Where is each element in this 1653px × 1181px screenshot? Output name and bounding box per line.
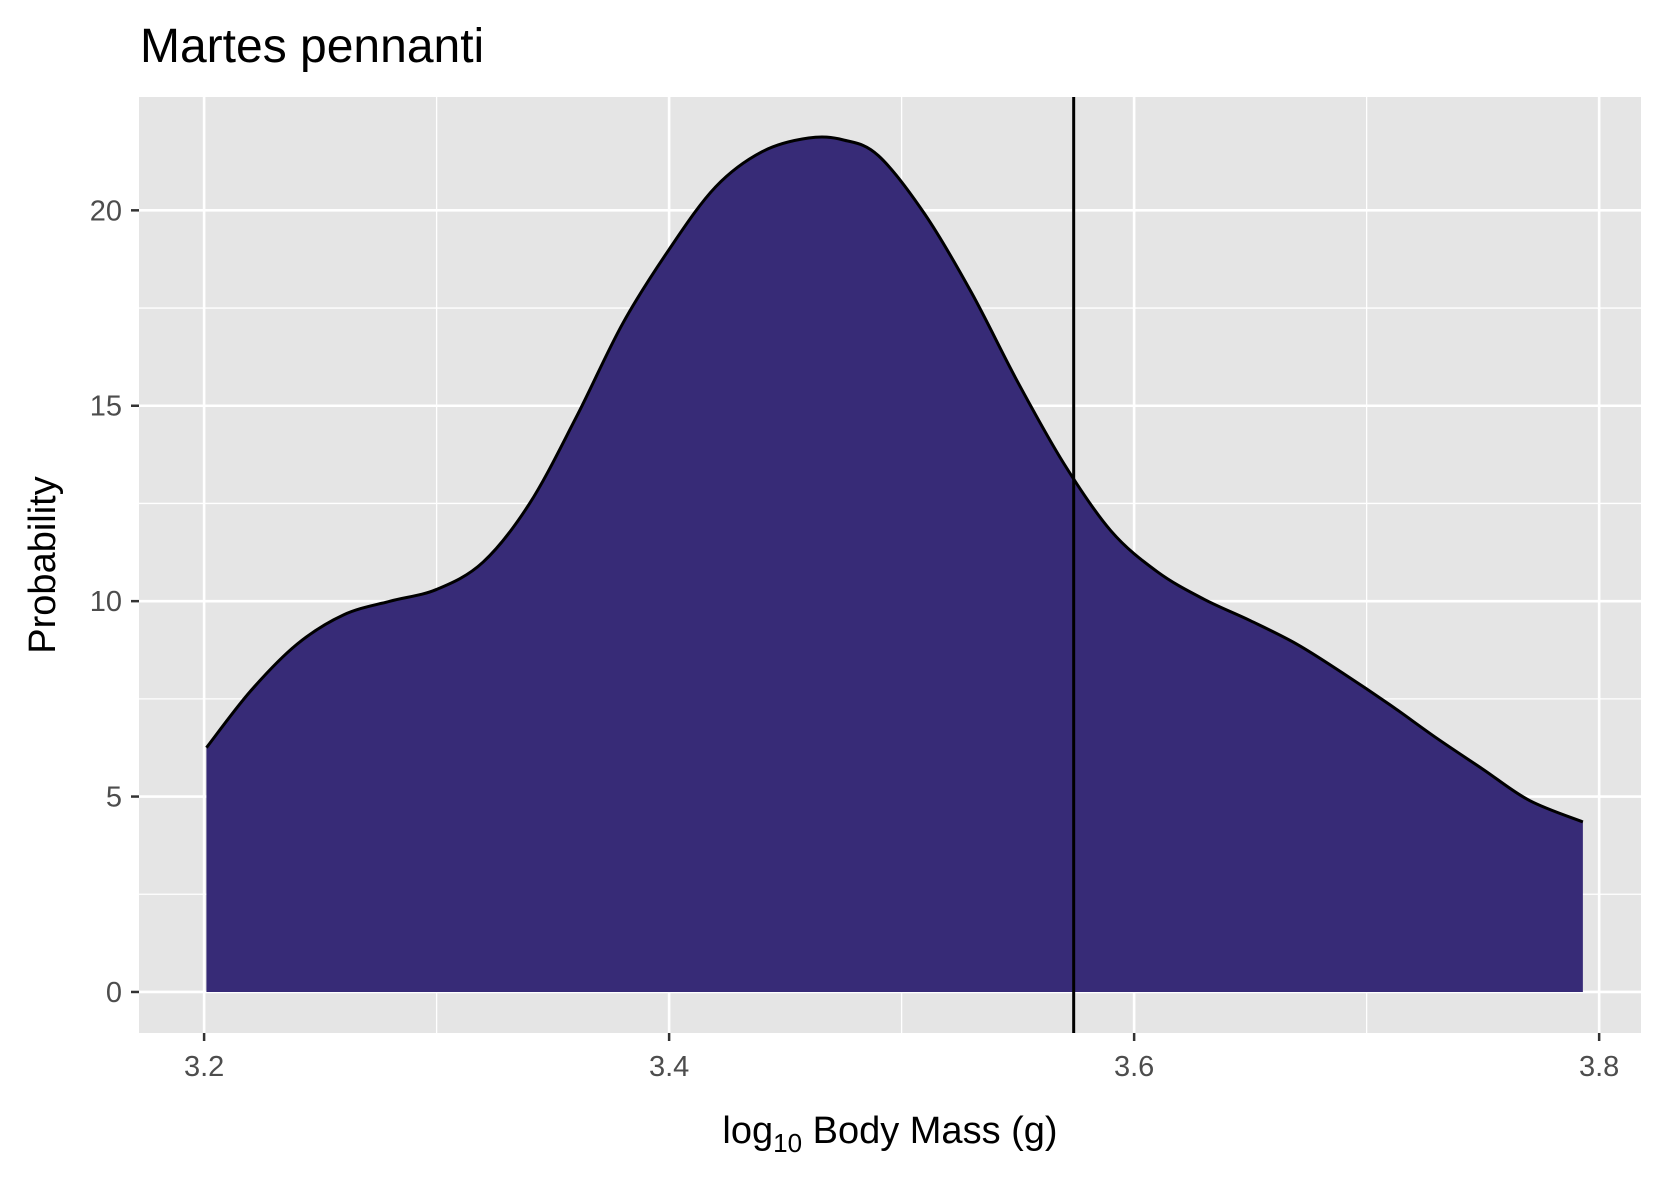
x-axis-title: log10 Body Mass (g) bbox=[722, 1110, 1057, 1158]
y-tick-label: 5 bbox=[106, 782, 122, 814]
x-tick-label: 3.6 bbox=[1114, 1051, 1154, 1083]
y-tick-label: 10 bbox=[90, 586, 122, 618]
x-tick-label: 3.2 bbox=[184, 1051, 224, 1083]
y-tick-label: 0 bbox=[106, 977, 122, 1009]
y-tick-label: 20 bbox=[90, 195, 122, 227]
x-tick-label: 3.4 bbox=[649, 1051, 689, 1083]
density-area bbox=[206, 137, 1583, 992]
y-axis: 0 5 10 15 20 bbox=[90, 195, 139, 1009]
x-tick-label: 3.8 bbox=[1579, 1051, 1619, 1083]
x-axis: 3.2 3.4 3.6 3.8 bbox=[184, 1033, 1619, 1083]
chart-title: Martes pennanti bbox=[140, 20, 484, 73]
y-tick-label: 15 bbox=[90, 391, 122, 423]
x-axis-title-suffix: Body Mass (g) bbox=[802, 1110, 1058, 1152]
density-curve bbox=[205, 135, 1584, 824]
y-axis-title: Probability bbox=[22, 476, 64, 653]
x-axis-title-subscript: 10 bbox=[773, 1128, 802, 1158]
x-axis-title-prefix: log bbox=[722, 1110, 773, 1152]
